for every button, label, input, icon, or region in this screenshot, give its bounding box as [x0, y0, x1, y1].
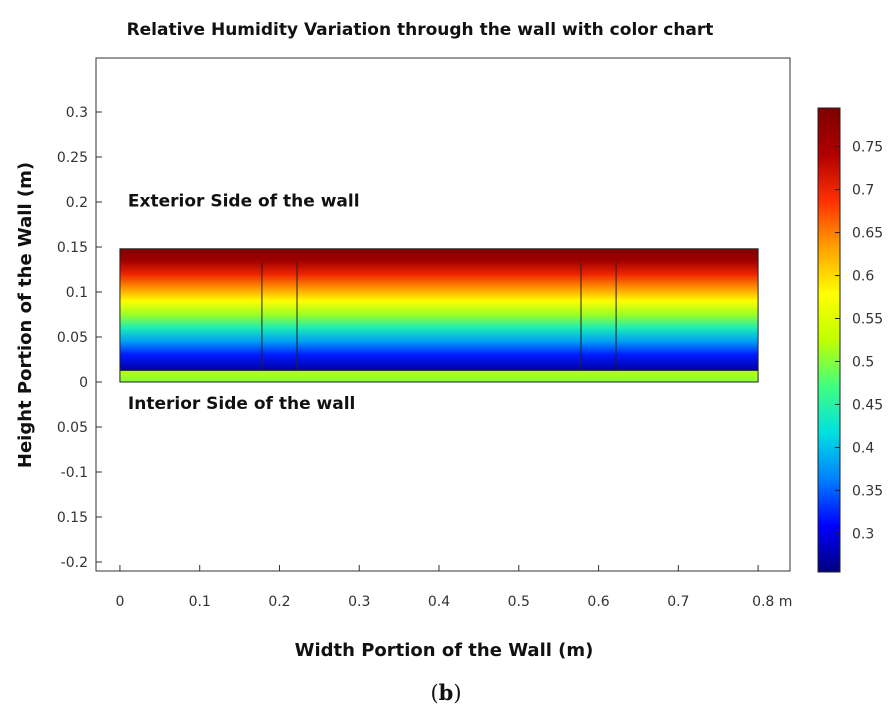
y-tick-label: 0 [79, 375, 88, 391]
y-tick-label: -0.2 [61, 555, 88, 571]
figure-caption: (b) [430, 680, 461, 705]
x-tick-label: 0.4 [428, 594, 450, 610]
colorbar-tick-label: 0.45 [852, 397, 883, 413]
colorbar-gradient [817, 107, 841, 573]
wall-side-annotation: Interior Side of the wall [128, 394, 355, 414]
y-tick-label: 0.2 [66, 195, 88, 211]
y-axis-title: Height Portion of the Wall (m) [15, 162, 36, 468]
wall-heatmap [119, 248, 759, 383]
y-axis-ticks: 0.3 0.25 0.2 0.15 0.1 0.05 0 0.05 -0.1 0.15 -0.2 [57, 105, 102, 571]
x-tick-label: 0.5 [508, 594, 530, 610]
x-tick-label: 0.3 [348, 594, 370, 610]
annotations: Exterior Side of the wall Interior Side o… [128, 192, 360, 415]
y-tick-label: 0.3 [66, 105, 88, 121]
colorbar-tick-label: 0.4 [852, 440, 874, 456]
y-tick-label: 0.15 [57, 240, 88, 256]
y-tick-label: 0.05 [57, 330, 88, 346]
x-tick-label: 0.2 [268, 594, 290, 610]
chart-title: Relative Humidity Variation through the … [127, 20, 714, 40]
colorbar-tick-label: 0.3 [852, 526, 874, 542]
caption-letter: b [439, 680, 454, 705]
colorbar-ticks: 0.75 0.7 0.65 0.6 0.55 0.5 0.45 0.4 0.35 0.3 [835, 140, 883, 542]
colorbar-tick-label: 0.5 [852, 354, 874, 370]
y-tick-label: 0.05 [57, 420, 88, 436]
wall-side-annotation: Exterior Side of the wall [128, 192, 360, 212]
x-tick-label: 0.1 [189, 594, 211, 610]
caption-open: ( [430, 681, 438, 705]
colorbar-tick-label: 0.35 [852, 483, 883, 499]
colorbar-tick-label: 0.6 [852, 269, 874, 285]
colorbar-tick-label: 0.55 [852, 312, 883, 328]
x-axis-ticks: 0 0.1 0.2 0.3 0.4 0.5 0.6 0.7 0.8 m [115, 565, 792, 610]
y-tick-label: -0.1 [61, 465, 88, 481]
x-tick-label: 0 [115, 594, 124, 610]
colorbar-tick-label: 0.7 [852, 183, 874, 199]
y-tick-label: 0.1 [66, 285, 88, 301]
x-tick-label: 0.7 [667, 594, 689, 610]
colorbar-tick-label: 0.75 [852, 140, 883, 156]
colorbar: 0.75 0.7 0.65 0.6 0.55 0.5 0.45 0.4 0.35 0.3 [817, 107, 883, 573]
wall-section [119, 248, 759, 383]
x-tick-label: 0.8 m [752, 594, 792, 610]
y-tick-label: 0.15 [57, 510, 88, 526]
x-tick-label: 0.6 [587, 594, 609, 610]
x-axis-title: Width Portion of the Wall (m) [295, 640, 594, 661]
colorbar-tick-label: 0.65 [852, 226, 883, 242]
y-tick-label: 0.25 [57, 150, 88, 166]
caption-close: ) [453, 681, 461, 705]
